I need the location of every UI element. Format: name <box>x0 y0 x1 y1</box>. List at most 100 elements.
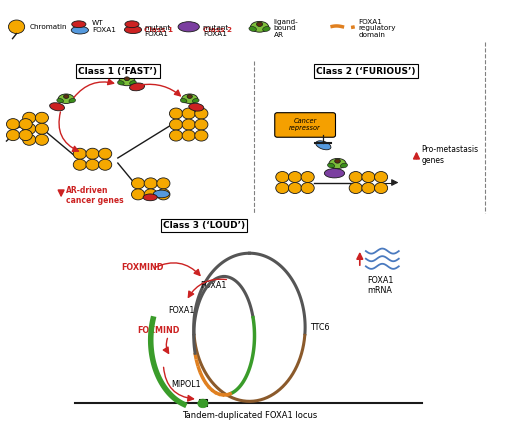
Text: mutant
FOXA1: mutant FOXA1 <box>203 25 229 37</box>
Circle shape <box>276 182 289 193</box>
Circle shape <box>276 172 289 182</box>
Ellipse shape <box>124 77 130 81</box>
Ellipse shape <box>341 163 348 168</box>
Text: WT
FOXA1: WT FOXA1 <box>92 20 116 33</box>
Circle shape <box>362 182 375 193</box>
Text: Tandem-duplicated FOXA1 locus: Tandem-duplicated FOXA1 locus <box>182 411 317 420</box>
Text: FOXMIND: FOXMIND <box>137 326 180 335</box>
Circle shape <box>131 189 145 200</box>
Circle shape <box>7 130 20 141</box>
Circle shape <box>19 130 32 141</box>
Text: FOXA1
mRNA: FOXA1 mRNA <box>367 276 393 295</box>
Circle shape <box>375 182 388 193</box>
Ellipse shape <box>249 26 257 32</box>
Text: Class 1: Class 1 <box>144 27 173 33</box>
Ellipse shape <box>180 98 187 103</box>
Ellipse shape <box>125 21 139 28</box>
Text: Class 2: Class 2 <box>203 27 232 33</box>
Circle shape <box>182 130 195 141</box>
Text: Class 3 (‘LOUD’): Class 3 (‘LOUD’) <box>163 221 245 230</box>
Circle shape <box>301 182 314 193</box>
Circle shape <box>182 119 195 130</box>
Circle shape <box>169 130 183 141</box>
Circle shape <box>375 172 388 182</box>
Circle shape <box>144 189 157 200</box>
Circle shape <box>169 108 183 119</box>
Ellipse shape <box>143 194 157 201</box>
Circle shape <box>195 108 208 119</box>
Ellipse shape <box>124 26 142 34</box>
Circle shape <box>35 112 48 123</box>
Text: FOXA1: FOXA1 <box>168 306 194 315</box>
Ellipse shape <box>119 76 135 86</box>
Text: Class 1 (‘FAST’): Class 1 (‘FAST’) <box>78 67 157 76</box>
Circle shape <box>99 159 112 170</box>
Circle shape <box>362 172 375 182</box>
Text: Pro-metastasis
genes: Pro-metastasis genes <box>421 145 478 165</box>
Circle shape <box>35 123 48 134</box>
Ellipse shape <box>129 83 145 91</box>
Circle shape <box>157 189 170 200</box>
Ellipse shape <box>130 81 136 85</box>
Ellipse shape <box>335 159 341 163</box>
Circle shape <box>195 130 208 141</box>
Circle shape <box>144 178 157 189</box>
Circle shape <box>22 112 36 123</box>
Circle shape <box>7 118 20 130</box>
Text: TTC6: TTC6 <box>310 323 330 332</box>
Circle shape <box>86 148 99 159</box>
Ellipse shape <box>72 21 86 28</box>
Text: FOXA1: FOXA1 <box>200 281 226 290</box>
Circle shape <box>131 178 145 189</box>
Ellipse shape <box>189 103 204 111</box>
Circle shape <box>86 159 99 170</box>
Text: FOXMIND: FOXMIND <box>121 263 163 272</box>
Ellipse shape <box>329 158 346 169</box>
Circle shape <box>22 134 36 145</box>
Text: MIPOL1: MIPOL1 <box>171 380 201 389</box>
Ellipse shape <box>58 94 74 104</box>
Ellipse shape <box>153 190 169 198</box>
Ellipse shape <box>316 141 331 150</box>
Circle shape <box>349 172 362 182</box>
FancyBboxPatch shape <box>275 113 335 137</box>
Circle shape <box>73 159 87 170</box>
Ellipse shape <box>57 98 64 103</box>
Circle shape <box>301 172 314 182</box>
Ellipse shape <box>118 81 124 85</box>
Ellipse shape <box>263 26 270 32</box>
Circle shape <box>99 148 112 159</box>
Circle shape <box>157 178 170 189</box>
Ellipse shape <box>69 98 75 103</box>
Bar <box>199 399 207 406</box>
Circle shape <box>198 399 208 408</box>
Circle shape <box>195 119 208 130</box>
Ellipse shape <box>324 169 345 178</box>
Ellipse shape <box>257 22 263 26</box>
Ellipse shape <box>250 21 269 32</box>
Circle shape <box>19 118 32 130</box>
Text: ligand-
bound
AR: ligand- bound AR <box>274 19 298 38</box>
Ellipse shape <box>327 163 334 168</box>
Ellipse shape <box>50 103 65 111</box>
Circle shape <box>35 134 48 145</box>
Circle shape <box>289 182 301 193</box>
Circle shape <box>9 20 24 34</box>
Circle shape <box>289 172 301 182</box>
Text: FOXA1
regulatory
domain: FOXA1 regulatory domain <box>358 19 396 38</box>
Text: mutant
FOXA1: mutant FOXA1 <box>144 25 171 37</box>
Ellipse shape <box>71 26 89 34</box>
Text: Cancer
repressor: Cancer repressor <box>289 118 321 132</box>
Circle shape <box>22 123 36 134</box>
Text: AR-driven
cancer genes: AR-driven cancer genes <box>66 186 124 205</box>
Circle shape <box>182 108 195 119</box>
Ellipse shape <box>178 22 200 32</box>
Ellipse shape <box>64 95 69 98</box>
Text: Class 2 (‘FURIOUS’): Class 2 (‘FURIOUS’) <box>316 67 416 76</box>
Ellipse shape <box>192 98 199 103</box>
Ellipse shape <box>182 94 197 104</box>
Circle shape <box>73 148 87 159</box>
Ellipse shape <box>187 95 192 98</box>
Circle shape <box>169 119 183 130</box>
Text: Chromatin: Chromatin <box>29 24 67 30</box>
